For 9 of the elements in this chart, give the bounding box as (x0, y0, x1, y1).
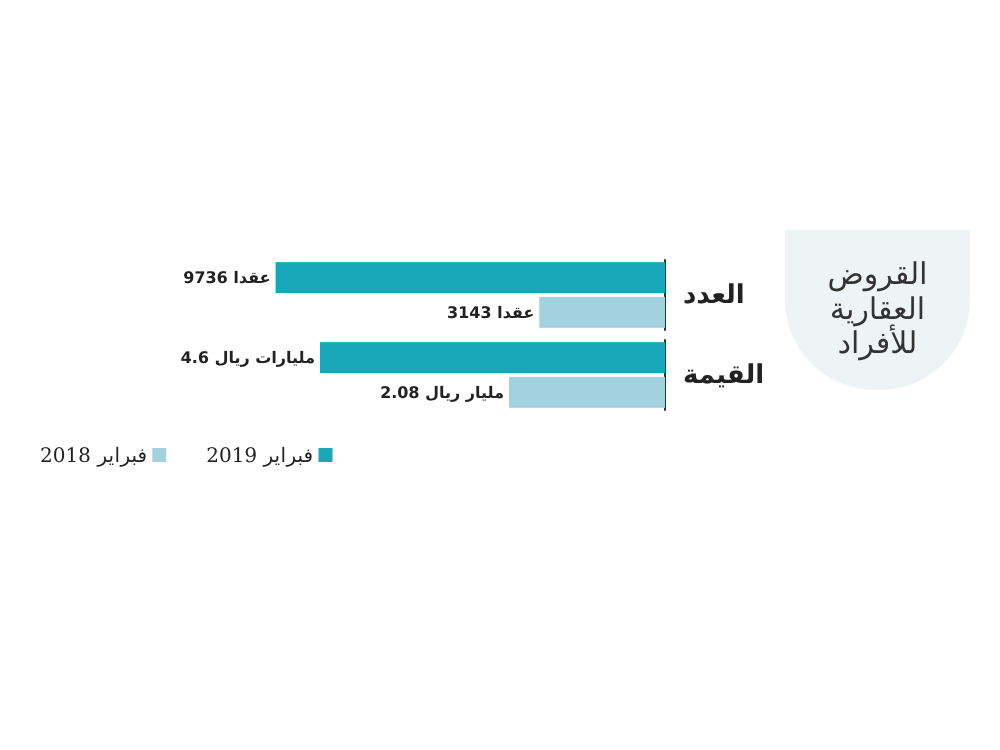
y-tick-label: القيمة (683, 360, 764, 390)
y-tick-label: العدد (683, 280, 745, 310)
legend-label: فبراير 2019 (206, 443, 314, 467)
legend-label: فبراير 2018 (40, 443, 148, 467)
data-label: 9736 عقدا (183, 268, 271, 288)
text: القروض العقارية للأفراد (785, 230, 970, 390)
data-label: 4.6 مليارات ريال (180, 348, 315, 368)
data-label: 3143 عقدا (447, 302, 534, 322)
data-label: 2.08 مليار ريال (380, 382, 504, 402)
